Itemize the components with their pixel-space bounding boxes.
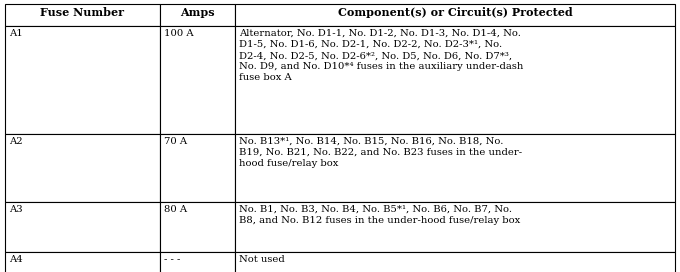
Text: A1: A1 — [9, 29, 22, 38]
Text: - - -: - - - — [164, 255, 180, 264]
Text: A4: A4 — [9, 255, 22, 264]
Text: A3: A3 — [9, 205, 22, 214]
Text: Fuse Number: Fuse Number — [41, 7, 124, 18]
Bar — [160, 134, 235, 202]
Text: No. B1, No. B3, No. B4, No. B5*¹, No. B6, No. B7, No.
B8, and No. B12 fuses in t: No. B1, No. B3, No. B4, No. B5*¹, No. B6… — [239, 205, 520, 225]
Bar — [160, 202, 235, 252]
Bar — [5, 134, 160, 202]
Text: A2: A2 — [9, 137, 22, 146]
Text: 100 A: 100 A — [164, 29, 194, 38]
Text: Component(s) or Circuit(s) Protected: Component(s) or Circuit(s) Protected — [338, 7, 573, 18]
Text: 80 A: 80 A — [164, 205, 187, 214]
Bar — [235, 26, 675, 134]
Bar — [160, 4, 235, 26]
Bar — [235, 202, 675, 252]
Bar — [160, 252, 235, 272]
Text: 70 A: 70 A — [164, 137, 187, 146]
Bar — [235, 134, 675, 202]
Bar — [5, 252, 160, 272]
Bar — [5, 26, 160, 134]
Text: Not used: Not used — [239, 255, 285, 264]
Bar — [5, 202, 160, 252]
Bar — [160, 26, 235, 134]
Text: Alternator, No. D1-1, No. D1-2, No. D1-3, No. D1-4, No.
D1-5, No. D1-6, No. D2-1: Alternator, No. D1-1, No. D1-2, No. D1-3… — [239, 29, 524, 82]
Bar — [5, 4, 160, 26]
Text: No. B13*¹, No. B14, No. B15, No. B16, No. B18, No.
B19, No. B21, No. B22, and No: No. B13*¹, No. B14, No. B15, No. B16, No… — [239, 137, 522, 168]
Bar — [235, 252, 675, 272]
Text: Amps: Amps — [180, 7, 215, 18]
Bar — [235, 4, 675, 26]
